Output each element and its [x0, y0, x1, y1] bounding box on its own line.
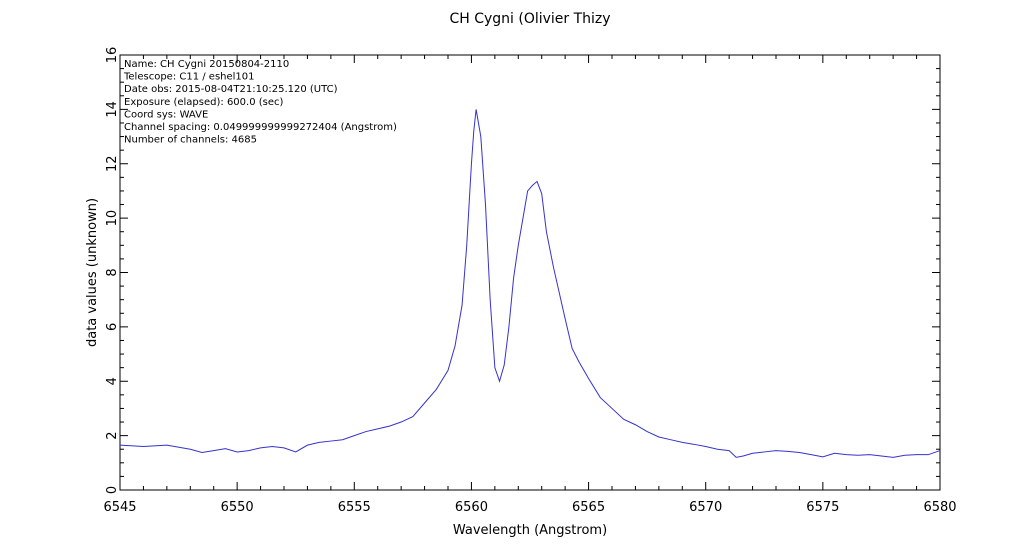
info-box: Name: CH Cygni 20150804-2110 Telescope: C… [123, 59, 397, 146]
x-tick-label: 6575 [806, 500, 839, 515]
spectrum-line [119, 109, 941, 458]
y-tick-label: 10 [105, 210, 120, 227]
y-tick-label: 2 [105, 431, 120, 439]
x-axis-label: Wavelength (Angstrom) [453, 523, 607, 538]
x-tick-label: 6555 [338, 500, 371, 515]
info-line: Number of channels: 4685 [124, 135, 257, 146]
chart-title: CH Cygni (Olivier Thizy [449, 11, 610, 27]
info-line: Exposure (elapsed): 600.0 (sec) [124, 97, 284, 108]
x-tick-label: 6550 [221, 500, 254, 515]
y-tick-label: 4 [105, 377, 120, 385]
x-tick-label: 6560 [455, 500, 488, 515]
y-tick-label: 0 [105, 486, 120, 494]
info-line: Coord sys: WAVE [124, 109, 208, 120]
info-line: Date obs: 2015-08-04T21:10:25.120 (UTC) [124, 84, 338, 95]
y-tick-label: 14 [105, 101, 120, 118]
x-tick-label: 6570 [689, 500, 722, 515]
y-tick-label: 12 [105, 155, 120, 172]
x-tick-label: 6565 [572, 500, 605, 515]
y-axis-label: data values (unknown) [85, 198, 100, 347]
info-line: Telescope: C11 / eshel101 [123, 72, 255, 83]
plot-frame [119, 54, 941, 491]
info-line: Channel spacing: 0.049999999999272404 (A… [124, 122, 397, 133]
y-tick-label: 16 [105, 47, 120, 64]
x-tick-label: 6580 [923, 500, 956, 515]
info-line: Name: CH Cygni 20150804-2110 [124, 59, 289, 70]
series-layer [119, 109, 941, 458]
y-tick-label: 8 [105, 268, 120, 276]
x-tick-label: 6545 [103, 500, 136, 515]
ticks-layer: 6545 6550 6555 6560 6565 6570 6575 6580 0 2 4 6 8 10 1… [103, 47, 956, 515]
y-tick-label: 6 [105, 323, 120, 331]
